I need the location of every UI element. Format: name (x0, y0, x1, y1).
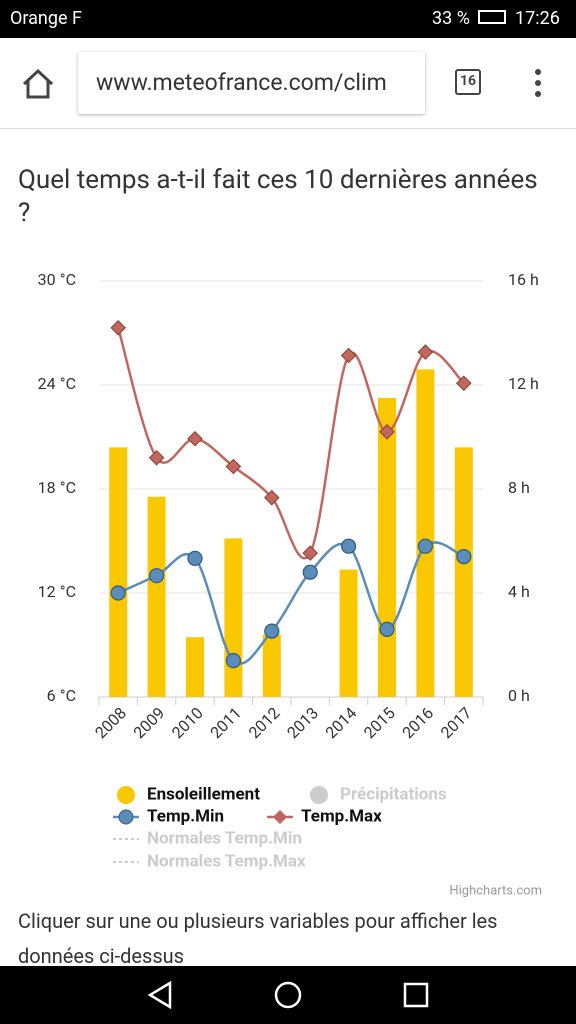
battery-icon (478, 10, 506, 24)
y-tick-label: 18 °C (38, 478, 76, 497)
x-tick-label: 2014 (322, 703, 361, 742)
carrier: Orange F (10, 8, 82, 29)
y-tick-label: 6 °C (47, 686, 76, 705)
nav-bar (0, 966, 576, 1024)
url: www.meteofrance.com/clim (96, 69, 387, 96)
x-tick-label: 2015 (360, 703, 399, 742)
heading: Quel temps a-t-il fait ces 10 dernières … (18, 165, 538, 228)
x-tick-label: 2011 (206, 703, 245, 742)
legend-label: Temp.Min (147, 806, 224, 826)
x-tick-label: 2009 (130, 703, 169, 742)
marker (110, 320, 126, 336)
bar (186, 637, 204, 697)
legend-label: Ensoleillement (147, 784, 260, 804)
y2-tick-label: 16 h (508, 270, 539, 289)
legend-label: Normales Temp.Max (147, 851, 306, 871)
line (117, 327, 465, 560)
recents-button[interactable] (403, 982, 429, 1008)
credits[interactable]: Highcharts.com (449, 883, 542, 898)
y-tick-label: 24 °C (38, 374, 76, 393)
marker (225, 458, 242, 475)
legend-item[interactable]: Temp.Min (113, 806, 224, 826)
y2-tick-label: 0 h (508, 686, 530, 705)
marker (341, 538, 357, 554)
legend-item[interactable]: Normales Temp.Max (113, 851, 306, 871)
nav-buttons (147, 980, 429, 1010)
y-tick-label: 30 °C (38, 270, 76, 289)
bar (109, 447, 128, 697)
bar (454, 447, 473, 697)
marker (302, 564, 318, 580)
clock: 17:26 (515, 8, 560, 29)
legend-item[interactable]: Normales Temp.Min (113, 828, 302, 848)
home-button[interactable] (20, 66, 56, 102)
bar (262, 634, 281, 697)
marker (187, 430, 203, 447)
legend-item[interactable]: Temp.Max (267, 806, 382, 826)
x-tick-label: 2017 (437, 703, 476, 742)
legend-item[interactable]: Ensoleillement (117, 784, 260, 804)
legend-label: Temp.Max (301, 806, 382, 826)
marker (225, 653, 241, 669)
menu-button[interactable] (530, 66, 546, 102)
bar (224, 538, 243, 697)
bar (339, 569, 358, 697)
bar (416, 369, 435, 697)
marker (340, 347, 357, 364)
status-bar: Orange F 33 % 17:26 (0, 0, 576, 38)
back-button[interactable] (147, 980, 172, 1010)
footer-text: Cliquer sur une ou plusieurs variables p… (18, 909, 498, 968)
marker (417, 538, 433, 554)
marker (302, 545, 318, 561)
x-tick-label: 2012 (245, 703, 284, 742)
y2-tick-label: 4 h (508, 582, 530, 601)
marker (417, 344, 434, 360)
marker (264, 623, 280, 639)
x-tick-label: 2016 (398, 703, 437, 742)
marker (110, 585, 126, 601)
line (117, 541, 465, 665)
x-tick-label: 2008 (91, 703, 130, 742)
x-tick-label: 2010 (168, 703, 207, 742)
marker (456, 375, 472, 392)
legend-symbol (118, 809, 134, 825)
marker (379, 424, 395, 440)
legend-symbol (310, 786, 328, 804)
legend-label: Normales Temp.Min (147, 828, 302, 848)
marker (456, 549, 472, 565)
home-nav[interactable] (274, 981, 302, 1009)
legend-symbol (272, 809, 288, 825)
chart: 6 °C 12 °C 18 °C 24 °C 30 °C 0 h 4 h 8 h 12 h 16 … (38, 270, 542, 898)
marker (264, 489, 280, 506)
y2-tick-label: 8 h (508, 478, 530, 497)
tab-count[interactable]: 16 (455, 69, 481, 95)
y-tick-label: 12 °C (38, 582, 76, 601)
legend-label: Précipitations (340, 784, 447, 804)
url-box[interactable]: www.meteofrance.com/clim (78, 52, 425, 114)
bar (147, 496, 166, 697)
y2-tick-label: 12 h (508, 374, 539, 393)
marker (148, 450, 165, 466)
browser-bar: www.meteofrance.com/clim 16 (0, 38, 576, 129)
legend-symbol (117, 786, 135, 804)
battery: 33 % (432, 8, 470, 29)
legend-item[interactable]: Précipitations (310, 784, 447, 804)
marker (187, 550, 203, 566)
bar (378, 398, 396, 697)
marker (149, 568, 165, 584)
x-tick-label: 2013 (283, 703, 322, 742)
marker (379, 621, 395, 637)
